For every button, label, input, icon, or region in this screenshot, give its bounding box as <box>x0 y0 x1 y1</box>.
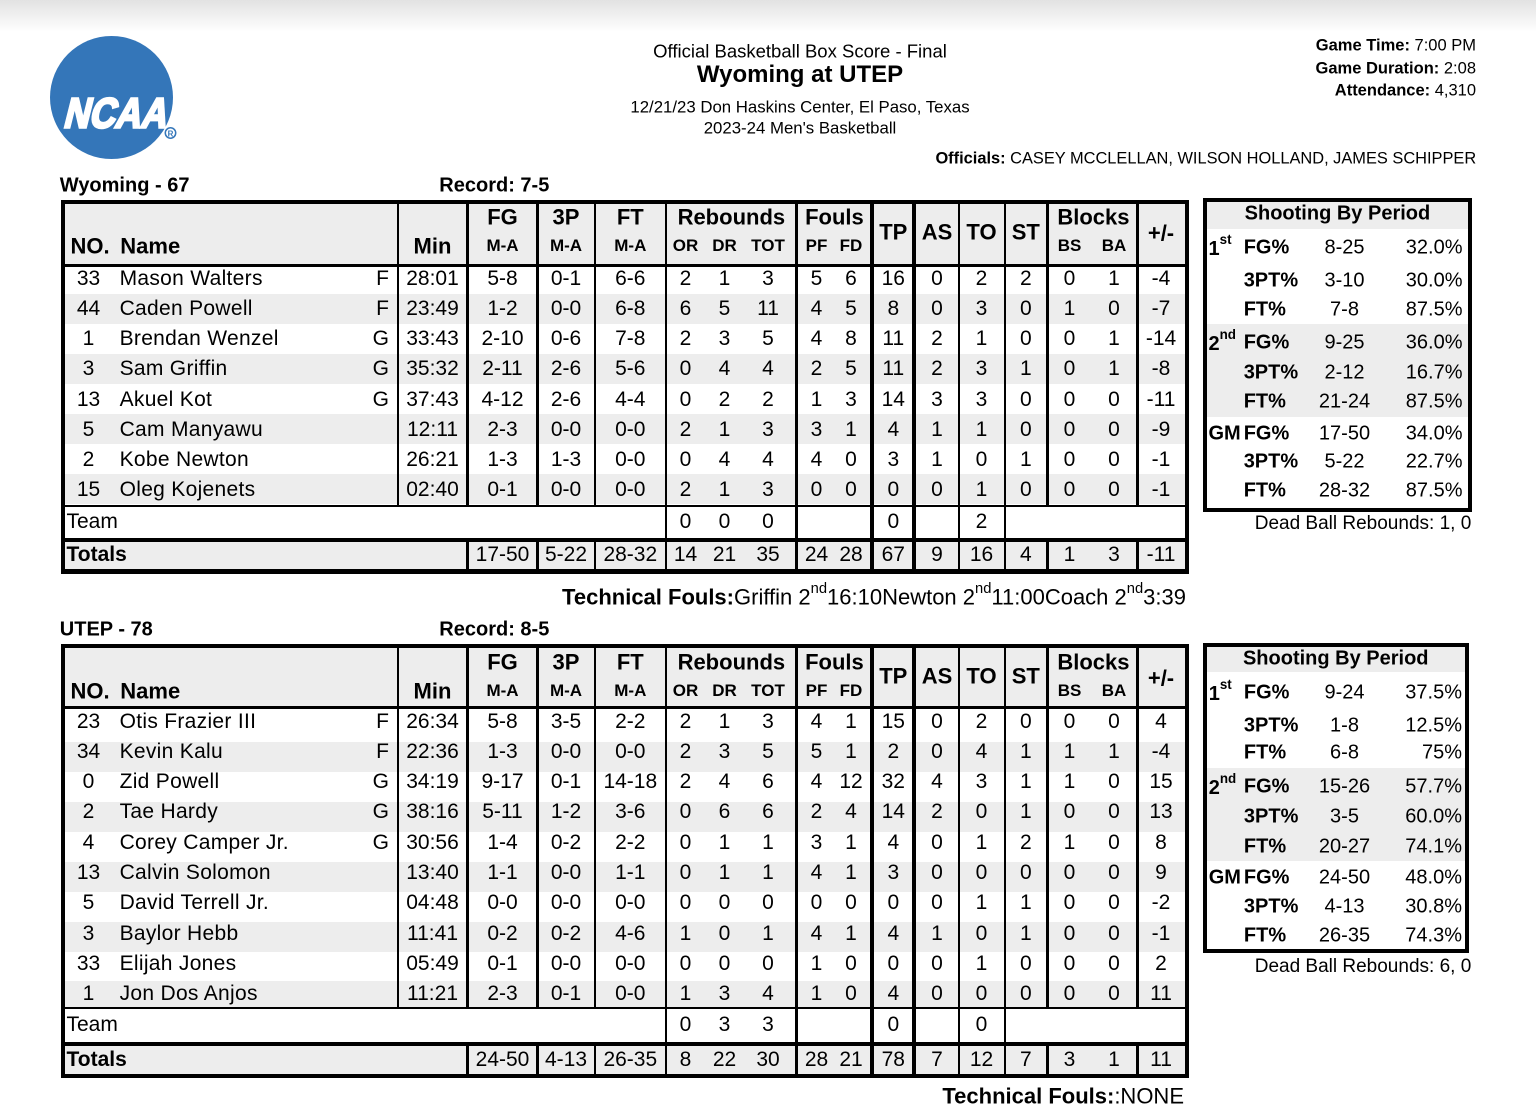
svg-text:NCAA: NCAA <box>60 90 175 137</box>
svg-text:R: R <box>168 129 174 138</box>
